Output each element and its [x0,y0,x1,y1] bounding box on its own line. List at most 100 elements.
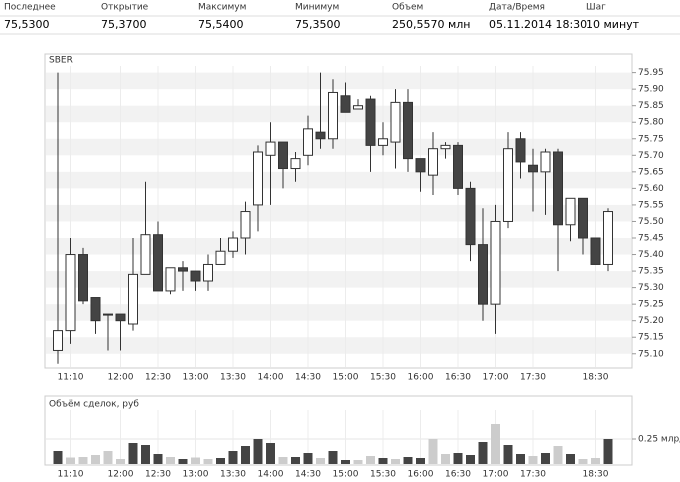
candle-body [603,211,613,265]
x-tick-label: 18:30 [583,373,609,383]
volume-bar [491,424,500,464]
x-tick-label: 17:00 [483,470,509,480]
panel-title: SBER [49,56,73,66]
volume-bar [553,446,563,464]
candle-body [290,158,301,170]
y-tick-label: 75.15 [638,333,664,343]
column-label: Минимум [295,3,339,13]
y-tick-label: 75.35 [638,267,664,277]
y-tick-label: 75.25 [638,300,664,310]
volume-bar [428,439,438,464]
volume-bar [566,454,575,464]
y-tick-label: 75.75 [638,134,664,144]
column-label: Шаг [586,3,606,13]
y-tick-label: 75.45 [638,234,664,244]
volume-bar [153,454,163,464]
candle-body [178,267,188,272]
panel-title: Объём сделок, руб [49,400,139,410]
column-label: Дата/Время [489,3,545,13]
volume-bar [353,460,363,464]
column-label: Максимум [198,3,246,13]
candle-body [128,273,138,325]
y-tick-label: 75.95 [638,68,664,78]
candle-body [590,237,601,265]
x-tick-label: 16:00 [408,470,434,480]
volume-bar [541,453,550,464]
candle-body [215,250,226,265]
x-tick-label: 13:00 [183,373,209,383]
candle-body [565,197,576,226]
y-tick-label: 75.80 [638,118,664,128]
candle-body [478,244,488,305]
candle-body [440,144,451,150]
x-tick-label: 12:00 [108,470,134,480]
x-tick-label: 13:00 [183,470,209,480]
candle-body [503,148,513,222]
volume-bar [466,455,475,464]
x-tick-label: 16:30 [445,373,471,383]
candle-body [253,151,263,206]
column-value: 10 минут [586,18,640,31]
grid-stripe [46,171,631,189]
column-value: 75,3500 [295,18,341,31]
candle-body [203,263,213,282]
volume-bar [453,453,463,464]
y-tick-label: 0.25 млрд [638,435,680,445]
grid-stripe [46,138,631,156]
candle-body [328,91,338,140]
candle-body [65,254,76,332]
volume-bar [128,443,138,464]
volume-bar [203,459,213,464]
y-tick-label: 75.90 [638,85,664,95]
x-tick-label: 16:00 [408,373,434,383]
column-value: 75,3700 [101,18,147,31]
candle-body [365,98,376,146]
volume-bar [441,454,450,464]
candle-body [278,141,288,170]
volume-bar [228,451,238,464]
column-label: Последнее [4,3,56,13]
candle-body [240,211,251,239]
volume-bar [303,453,313,464]
x-tick-label: 17:30 [520,470,546,480]
candle-body [453,144,463,189]
candle-body [190,270,201,282]
x-tick-label: 16:30 [445,470,471,480]
x-tick-label: 14:30 [295,470,321,480]
candle-body [553,151,563,226]
x-tick-label: 13:30 [220,470,246,480]
y-tick-label: 75.40 [638,250,664,260]
x-tick-label: 15:30 [370,373,396,383]
y-tick-label: 75.65 [638,167,664,177]
volume-bar [591,458,600,464]
volume-bar [391,459,400,464]
y-tick-label: 75.10 [638,349,664,359]
volume-bar [528,456,538,464]
candle-body [103,313,113,316]
x-tick-label: 11:10 [58,470,84,480]
column-value: 75,5300 [4,18,50,31]
column-value: 250,5570 млн [392,18,471,31]
volume-bar [403,457,413,464]
grid-stripe [46,72,631,90]
volume-bar [478,442,488,464]
candle-body [403,101,413,160]
x-tick-label: 12:30 [145,373,171,383]
grid-stripe [46,238,631,255]
candle-body [390,101,401,143]
candle-body [490,220,501,305]
candle-body [165,267,176,292]
grid-stripe [46,204,631,222]
candle-body [153,234,163,292]
candle-body [303,128,313,156]
y-tick-label: 75.30 [638,283,664,293]
y-tick-label: 75.70 [638,151,664,161]
volume-bar [178,459,188,464]
y-tick-label: 75.20 [638,316,664,326]
x-tick-label: 12:00 [108,373,134,383]
volume-bar [116,459,125,464]
volume-bar [578,459,588,464]
x-tick-label: 17:00 [483,373,509,383]
column-value: 75,5400 [198,18,244,31]
